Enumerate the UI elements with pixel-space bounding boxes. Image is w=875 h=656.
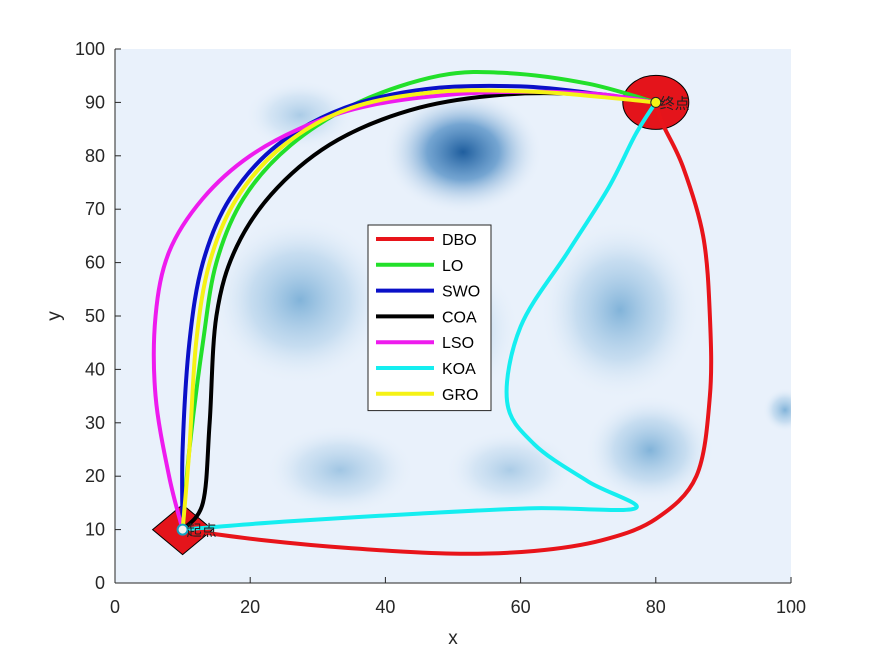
goal-label: 终点 xyxy=(660,94,690,112)
x-axis-title: x xyxy=(448,628,458,649)
path-koa xyxy=(180,100,658,532)
y-tick-label: 0 xyxy=(95,573,105,593)
legend-label: LO xyxy=(442,258,463,275)
y-tick-label: 10 xyxy=(85,520,105,540)
y-tick-label: 80 xyxy=(85,146,105,166)
path-swo xyxy=(180,83,658,532)
legend-label: COA xyxy=(442,309,477,326)
y-tick-label: 90 xyxy=(85,92,105,112)
path-lines xyxy=(151,69,714,556)
x-tick-label: 80 xyxy=(646,597,666,617)
y-tick-label: 20 xyxy=(85,466,105,486)
legend: DBO LO SWO COA LSO KOA GRO xyxy=(367,224,492,412)
start-label: 起点 xyxy=(187,522,217,540)
y-tick-label: 100 xyxy=(75,39,105,59)
legend-label: KOA xyxy=(442,361,476,378)
y-axis-title: y xyxy=(44,311,65,321)
terrain-hill xyxy=(265,425,415,515)
terrain-hill xyxy=(245,80,355,150)
path-dbo xyxy=(180,100,714,556)
y-tick-label: 30 xyxy=(85,413,105,433)
path-gro xyxy=(180,88,658,532)
y-tick-label: 70 xyxy=(85,199,105,219)
goal-point xyxy=(650,96,662,108)
x-tick-label: 100 xyxy=(776,597,806,617)
x-tick-label: 20 xyxy=(240,597,260,617)
terrain-hill xyxy=(210,215,390,385)
start-point xyxy=(176,523,189,536)
legend-label: DBO xyxy=(442,232,477,249)
legend-label: SWO xyxy=(442,284,480,301)
watermark: 知乎 @IT猿手 xyxy=(696,610,827,634)
endpoint-dots: 起点 终点 xyxy=(176,94,690,540)
terrain-hill xyxy=(540,220,700,400)
y-ticks: 0 10 20 30 40 50 60 70 80 90 100 xyxy=(75,39,121,593)
terrain-hill xyxy=(445,430,575,510)
x-tick-label: 40 xyxy=(375,597,395,617)
y-tick-label: 50 xyxy=(85,306,105,326)
terrain-peak xyxy=(383,90,543,214)
y-tick-label: 60 xyxy=(85,253,105,273)
terrain-hill xyxy=(585,395,715,505)
legend-label: GRO xyxy=(442,387,478,404)
legend-label: LSO xyxy=(442,335,474,352)
x-tick-label: 60 xyxy=(511,597,531,617)
x-tick-label: 0 xyxy=(110,597,120,617)
y-tick-label: 40 xyxy=(85,359,105,379)
terrain-hill xyxy=(763,388,791,432)
path-lo xyxy=(180,69,658,532)
x-ticks: 0 20 40 60 80 100 xyxy=(110,577,806,617)
